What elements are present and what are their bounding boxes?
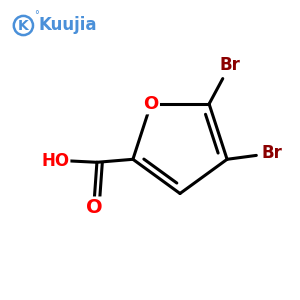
Text: °: ° bbox=[34, 10, 39, 20]
Text: Kuujia: Kuujia bbox=[39, 16, 98, 34]
Text: HO: HO bbox=[41, 152, 70, 170]
Text: Br: Br bbox=[220, 56, 241, 74]
Text: K: K bbox=[18, 19, 29, 32]
Text: Br: Br bbox=[262, 144, 283, 162]
Text: O: O bbox=[143, 95, 158, 113]
Text: O: O bbox=[85, 198, 102, 218]
